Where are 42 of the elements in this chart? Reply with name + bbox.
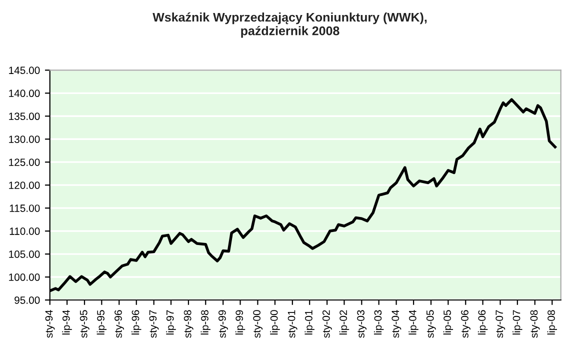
x-tick-label: sty-98: [184, 310, 194, 338]
x-tick-label: sty-01: [288, 310, 298, 338]
x-tick-label: sty-95: [80, 310, 90, 338]
x-tick-label: lip-03: [374, 310, 384, 334]
x-tick-label: sty-06: [461, 310, 470, 338]
x-tick-label: sty-04: [392, 310, 402, 338]
y-tick-label: 145.00: [9, 66, 40, 74]
x-tick-label: sty-02: [322, 310, 332, 338]
x-tick-label: sty-96: [114, 310, 124, 338]
x-tick-label: lip-07: [512, 310, 522, 334]
x-tick-label: sty-97: [149, 310, 159, 338]
x-tick-label: lip-00: [270, 310, 280, 334]
y-tick-label: 115.00: [10, 204, 40, 212]
x-tick-label: sty-08: [530, 310, 540, 338]
x-tick-label: sty-05: [426, 310, 436, 338]
y-tick-label: 95.00: [14, 296, 40, 304]
x-tick-label: lip-95: [96, 310, 107, 334]
y-tick-label: 100.00: [9, 274, 40, 281]
y-tick-label: 110.00: [10, 228, 40, 235]
y-tick-label: 130.00: [9, 136, 40, 143]
x-tick-label: lip-06: [478, 310, 488, 334]
x-tick-label: lip-96: [132, 310, 142, 334]
y-tick-label: 140.00: [9, 90, 40, 98]
x-tick-label: sty-99: [218, 310, 228, 338]
x-tick-label: sty-07: [496, 310, 506, 338]
chart-title: Wskaźnik Wyprzedzający Koniunktury (WWK), październik 2008: [152, 12, 427, 38]
x-tick-label: lip-94: [62, 310, 72, 334]
x-tick-label: lip-99: [235, 310, 246, 334]
x-tick-label: lip-05: [443, 310, 454, 334]
x-tick-label: lip-02: [339, 310, 350, 334]
x-tick-label: lip-98: [200, 310, 210, 334]
x-tick-label: sty-00: [253, 310, 263, 338]
x-tick-label: lip-97: [166, 310, 176, 334]
x-tick-label: lip-08: [547, 310, 557, 334]
y-tick-label: 120.00: [9, 182, 40, 189]
x-tick-label: lip-01: [304, 310, 314, 334]
y-tick-label: 125.00: [9, 158, 40, 166]
x-tick-label: lip-04: [408, 310, 418, 334]
y-tick-label: 135.00: [9, 112, 40, 120]
x-tick-label: sty-03: [357, 310, 367, 338]
x-tick-label: sty-94: [45, 310, 55, 338]
y-tick-label: 105.00: [9, 250, 40, 258]
